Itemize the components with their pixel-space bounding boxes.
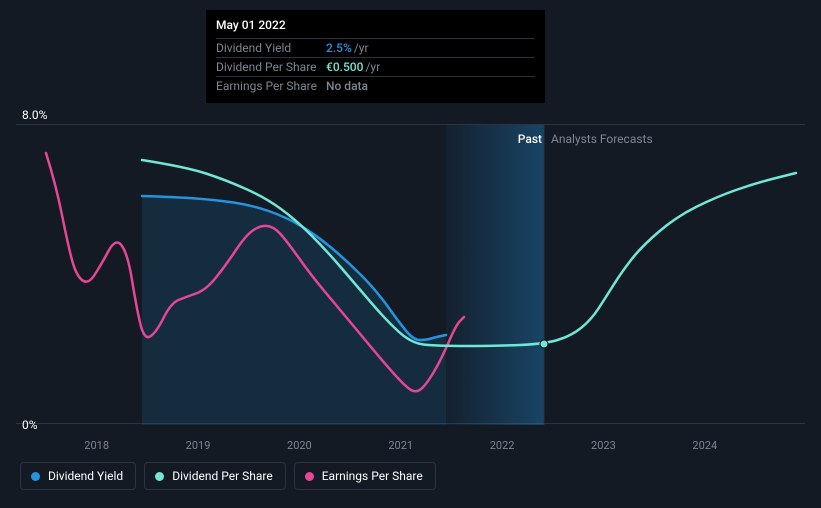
tooltip-row-label: Earnings Per Share bbox=[216, 79, 326, 93]
tooltip-row: Earnings Per ShareNo data bbox=[216, 76, 535, 95]
legend-dot-icon bbox=[31, 472, 40, 481]
tooltip-row-value: €0.500 bbox=[326, 60, 363, 74]
x-axis-tick-label: 2024 bbox=[692, 439, 717, 452]
chart-tooltip: May 01 2022 Dividend Yield2.5%/yrDividen… bbox=[206, 10, 545, 103]
x-axis-tick-label: 2020 bbox=[287, 439, 312, 452]
x-axis-tick-label: 2019 bbox=[186, 439, 211, 452]
forecast-label: Analysts Forecasts bbox=[551, 132, 653, 146]
x-axis-tick-label: 2023 bbox=[591, 439, 616, 452]
y-axis-min-label: 0% bbox=[22, 418, 38, 432]
legend-item-label: Dividend Per Share bbox=[172, 469, 273, 483]
dividend-chart: 8.0% Past Analysts Forecasts 0% 2018 2019… bbox=[16, 102, 805, 452]
legend-item-label: Dividend Yield bbox=[48, 469, 123, 483]
x-axis-tick-label: 2022 bbox=[490, 439, 515, 452]
legend-dot-icon bbox=[155, 472, 164, 481]
tooltip-row-value: No data bbox=[326, 79, 368, 93]
legend-item-label: Earnings Per Share bbox=[322, 469, 423, 483]
tooltip-row-unit: /yr bbox=[365, 60, 380, 74]
tooltip-row-value: 2.5% bbox=[326, 41, 352, 55]
chart-legend: Dividend Yield Dividend Per Share Earnings… bbox=[20, 462, 436, 490]
tooltip-date: May 01 2022 bbox=[216, 18, 535, 34]
x-axis-tick-label: 2021 bbox=[388, 439, 413, 452]
legend-item[interactable]: Dividend Yield bbox=[20, 462, 136, 490]
tooltip-row-label: Dividend Per Share bbox=[216, 60, 326, 74]
legend-item[interactable]: Dividend Per Share bbox=[144, 462, 286, 490]
tooltip-row: Dividend Per Share€0.500/yr bbox=[216, 57, 535, 76]
x-axis-tick-label: 2018 bbox=[84, 439, 109, 452]
past-label: Past bbox=[518, 132, 542, 146]
tooltip-row: Dividend Yield2.5%/yr bbox=[216, 38, 535, 57]
chart-plot-area[interactable] bbox=[16, 124, 805, 424]
tooltip-row-unit: /yr bbox=[354, 41, 369, 55]
tooltip-row-label: Dividend Yield bbox=[216, 41, 326, 55]
legend-dot-icon bbox=[305, 472, 314, 481]
legend-item[interactable]: Earnings Per Share bbox=[294, 462, 436, 490]
y-axis-max-label: 8.0% bbox=[22, 108, 47, 122]
